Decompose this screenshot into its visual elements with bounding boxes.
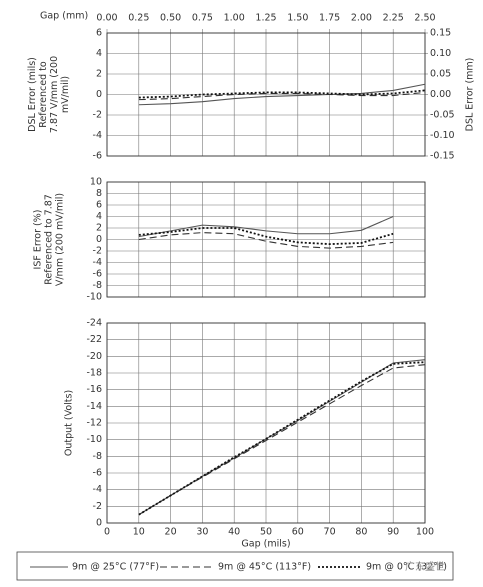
- y-tick-label: 0: [96, 518, 102, 529]
- x-tick-label: 100: [416, 527, 434, 538]
- y-tick-label: 2: [96, 223, 102, 234]
- plot-frame: [106, 32, 426, 157]
- top-tick-label: 0.50: [160, 13, 181, 24]
- y-tick-label: 6: [96, 28, 102, 39]
- legend-label: 9m @ 45°C (113°F): [218, 562, 311, 573]
- y-tick-label: -8: [93, 280, 102, 291]
- y-axis-label: Referenced to 7.87: [44, 194, 55, 285]
- plot-frame: [106, 322, 426, 524]
- series-line: [138, 364, 426, 516]
- legend-label: 9m @ 0°C (32°F): [366, 562, 447, 573]
- y-axis-label: Referenced to: [38, 61, 49, 128]
- y-tick-label: 10: [90, 177, 102, 188]
- watermark: 广东盛世: [405, 560, 445, 573]
- right-tick-label: 0.05: [430, 69, 451, 80]
- x-tick-label: 40: [228, 527, 240, 538]
- y-tick-label: -16: [86, 384, 102, 395]
- top-tick-label: 0.75: [192, 13, 213, 24]
- series-line: [138, 361, 426, 516]
- right-tick-label: 0.15: [430, 28, 451, 39]
- y-tick-label: -6: [93, 269, 102, 280]
- y-tick-label: -2: [93, 501, 102, 512]
- y-tick-label: -6: [93, 151, 102, 162]
- top-axis-label: Gap (mm): [40, 11, 88, 22]
- y-tick-label: 4: [96, 211, 102, 222]
- y-tick-label: 8: [96, 188, 102, 199]
- x-axis-label: Gap (mils): [241, 539, 290, 550]
- y-tick-label: 0: [96, 89, 102, 100]
- top-tick-label: 2.50: [414, 13, 435, 24]
- top-tick-label: 0.25: [128, 13, 149, 24]
- x-tick-label: 70: [324, 527, 336, 538]
- y-axis-label: Output (Volts): [64, 390, 75, 456]
- y-axis-label: V/mm (200 mV/mil): [55, 193, 66, 286]
- y-tick-label: -6: [93, 468, 102, 479]
- x-tick-label: 60: [292, 527, 304, 538]
- y-tick-label: -14: [86, 401, 102, 412]
- top-tick-label: 1.75: [319, 13, 340, 24]
- y-tick-label: -22: [86, 334, 102, 345]
- y-axis-label: mV/mil): [60, 76, 71, 113]
- right-tick-label: 0.10: [430, 48, 451, 59]
- right-tick-label: -0.10: [430, 130, 455, 141]
- y-axis-label: 7.87 V/mm (200: [49, 56, 60, 133]
- y-axis-label: DSL Error (mils): [27, 57, 38, 132]
- plot-frame: [106, 181, 426, 298]
- x-tick-label: 80: [355, 527, 367, 538]
- top-tick-label: 2.00: [351, 13, 372, 24]
- right-tick-label: 0.00: [430, 89, 451, 100]
- y-tick-label: 2: [96, 69, 102, 80]
- top-tick-label: 1.00: [224, 13, 245, 24]
- y-tick-label: -4: [93, 257, 102, 268]
- y-axis-label: ISF Error (%): [33, 210, 44, 270]
- x-tick-label: 0: [104, 527, 110, 538]
- y-tick-label: 6: [96, 200, 102, 211]
- right-tick-label: -0.05: [430, 110, 455, 121]
- top-tick-label: 1.25: [255, 13, 276, 24]
- series-line: [138, 91, 426, 101]
- y-tick-label: -24: [86, 318, 102, 329]
- series-line: [138, 215, 394, 238]
- y-tick-label: -18: [86, 368, 102, 379]
- legend-box: [16, 551, 454, 581]
- y-tick-label: -8: [93, 451, 102, 462]
- right-axis-label: DSL Error (mm): [465, 58, 476, 132]
- y-tick-label: 0: [96, 234, 102, 245]
- y-tick-label: -12: [86, 418, 102, 429]
- series-line: [138, 83, 426, 106]
- y-tick-label: 4: [96, 48, 102, 59]
- x-tick-label: 90: [387, 527, 399, 538]
- right-tick-label: -0.15: [430, 151, 455, 162]
- series-line: [138, 227, 394, 246]
- series-line: [138, 359, 426, 516]
- top-tick-label: 0.00: [96, 13, 117, 24]
- y-tick-label: -20: [86, 351, 102, 362]
- top-tick-label: 1.50: [287, 13, 308, 24]
- y-tick-label: -10: [86, 292, 102, 303]
- y-tick-label: -4: [93, 484, 102, 495]
- legend-label: 9m @ 25°C (77°F): [72, 562, 159, 573]
- y-tick-label: -4: [93, 130, 102, 141]
- y-tick-label: -2: [93, 110, 102, 121]
- x-tick-label: 10: [133, 527, 145, 538]
- top-tick-label: 2.25: [383, 13, 404, 24]
- x-tick-label: 20: [165, 527, 177, 538]
- y-tick-label: -10: [86, 434, 102, 445]
- series-line: [138, 232, 394, 249]
- y-tick-label: -2: [93, 246, 102, 257]
- x-tick-label: 50: [260, 527, 272, 538]
- x-tick-label: 30: [196, 527, 208, 538]
